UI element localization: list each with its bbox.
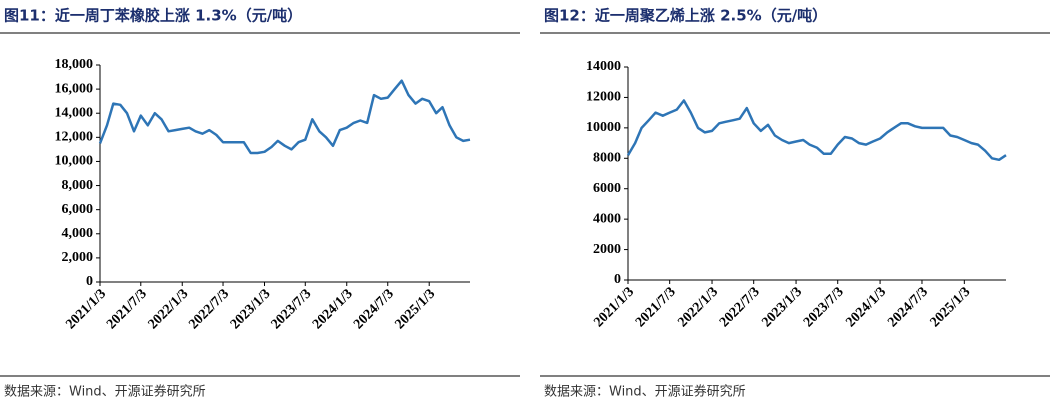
data-line <box>626 99 1007 162</box>
data-line <box>98 79 471 155</box>
x-tick-label: 2022/1/3 <box>675 284 721 330</box>
x-tick-label: 2021/1/3 <box>591 284 637 330</box>
y-tick-label: 14,000 <box>55 105 94 120</box>
x-tick-label: 2024/1/3 <box>310 286 356 332</box>
y-tick-label: 0 <box>614 272 621 287</box>
x-tick-label: 2024/7/3 <box>351 286 397 332</box>
y-tick-label: 14000 <box>586 59 621 74</box>
chart-title: 图12：近一周聚乙烯上涨 2.5%（元/吨） <box>544 7 827 25</box>
y-tick-label: 6000 <box>593 181 621 196</box>
x-tick-label: 2023/1/3 <box>759 284 805 330</box>
y-tick-label: 8,000 <box>62 178 94 193</box>
x-tick-label: 2023/7/3 <box>269 286 315 332</box>
source: 数据来源：Wind、开源证券研究所 <box>4 384 206 400</box>
x-tick-label: 2021/1/3 <box>63 286 109 332</box>
x-tick-label: 2022/7/3 <box>717 284 763 330</box>
x-tick-label: 2024/1/3 <box>843 284 889 330</box>
y-tick-label: 10,000 <box>55 154 94 169</box>
x-tick-label: 2025/1/3 <box>393 286 439 332</box>
y-tick-label: 2,000 <box>62 250 94 265</box>
x-tick-label: 2025/1/3 <box>928 284 974 330</box>
x-tick-label: 2023/1/3 <box>228 286 274 332</box>
y-tick-label: 12000 <box>586 90 621 105</box>
y-tick-label: 18,000 <box>55 57 94 72</box>
y-tick-label: 12,000 <box>55 130 94 145</box>
x-tick-label: 2024/7/3 <box>885 284 931 330</box>
y-tick-label: 0 <box>86 274 93 289</box>
chart-title: 图11：近一周丁苯橡胶上涨 1.3%（元/吨） <box>4 7 302 25</box>
y-tick-label: 6,000 <box>62 202 94 217</box>
y-tick-label: 8000 <box>593 151 621 166</box>
x-tick-label: 2023/7/3 <box>801 284 847 330</box>
x-tick-label: 2022/1/3 <box>146 286 192 332</box>
y-tick-label: 10000 <box>586 120 621 135</box>
y-tick-label: 16,000 <box>55 81 94 96</box>
y-tick-label: 4000 <box>593 211 621 226</box>
source: 数据来源：Wind、开源证券研究所 <box>544 384 746 400</box>
x-tick-label: 2021/7/3 <box>633 284 679 330</box>
y-tick-label: 2000 <box>593 242 621 257</box>
y-tick-label: 4,000 <box>62 226 94 241</box>
x-tick-label: 2021/7/3 <box>104 286 150 332</box>
x-tick-label: 2022/7/3 <box>186 286 232 332</box>
